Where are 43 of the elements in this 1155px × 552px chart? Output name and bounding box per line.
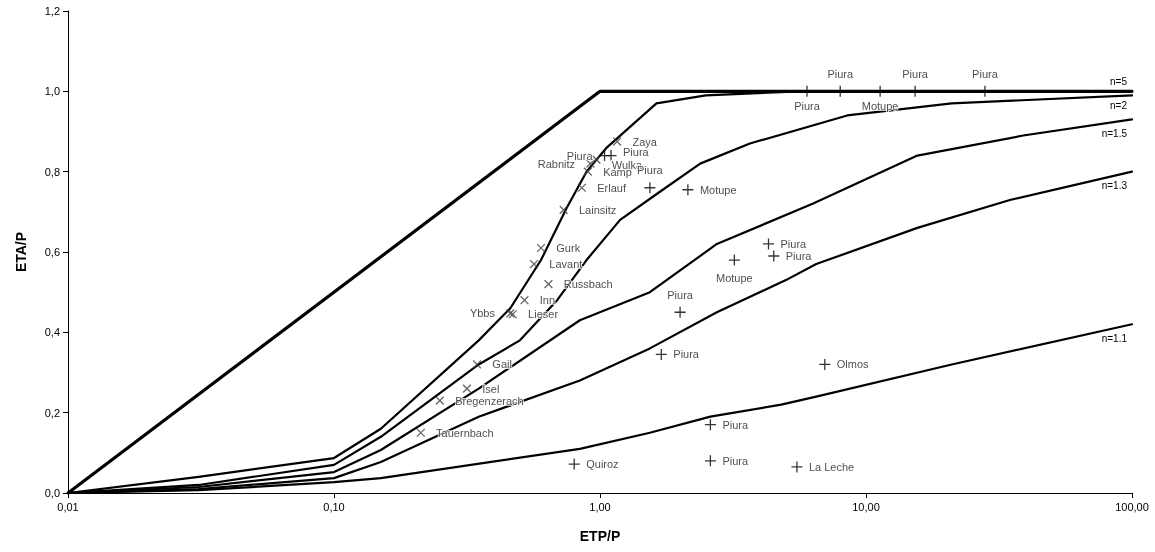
x-tick-label: 0,01 xyxy=(57,500,79,513)
data-label: Motupe xyxy=(699,183,737,196)
series-label: n=1.1 xyxy=(1101,332,1128,344)
data-label: Lavant xyxy=(549,258,583,271)
data-label: Piura xyxy=(972,67,999,80)
y-tick-label: 0,0 xyxy=(44,487,60,499)
y-tick-label: 0,2 xyxy=(44,406,60,419)
data-label: Piura xyxy=(780,237,808,250)
series-label: n=1.5 xyxy=(1101,127,1128,139)
data-label: Piura xyxy=(794,99,821,112)
series-label: n=2 xyxy=(1110,99,1128,111)
x-tick-label: 1,00 xyxy=(589,500,611,513)
data-label: Piura xyxy=(722,454,749,467)
data-label: Gurk xyxy=(556,241,581,254)
data-label: Gail xyxy=(492,358,512,371)
data-label: Erlauf xyxy=(597,181,627,194)
data-label: Ybbs xyxy=(469,307,496,320)
data-label: Piura xyxy=(785,250,813,263)
data-label: Motupe xyxy=(861,99,899,112)
x-tick-label: 10,00 xyxy=(852,500,880,513)
y-tick-label: 0,6 xyxy=(44,246,60,258)
data-label: La Leche xyxy=(808,460,855,473)
data-label: Piura xyxy=(722,418,749,431)
data-label: Lainsitz xyxy=(578,203,617,216)
data-label: Piura xyxy=(902,67,929,80)
x-tick-label: 100,00 xyxy=(1115,500,1149,513)
x-tick-label: 0,10 xyxy=(323,500,345,513)
y-axis-title: ETA/P xyxy=(13,231,29,273)
data-label: Quiroz xyxy=(586,458,619,471)
series-label: n=5 xyxy=(1110,75,1128,87)
data-label: Isel xyxy=(482,382,500,395)
data-label: Piura xyxy=(827,67,854,80)
x-axis-title: ETP/P xyxy=(579,528,621,544)
data-label: Piura xyxy=(667,288,694,301)
data-label: Piura xyxy=(673,348,700,361)
y-tick-label: 0,8 xyxy=(44,165,60,178)
data-label: Motupe xyxy=(716,271,753,284)
y-tick-label: 0,4 xyxy=(44,326,60,339)
series-label: n=1.3 xyxy=(1101,180,1128,192)
data-label: Inn xyxy=(539,294,556,307)
y-tick-label: 1,2 xyxy=(44,5,60,17)
data-label: Olmos xyxy=(836,358,870,371)
y-tick-label: 1,0 xyxy=(44,85,60,98)
